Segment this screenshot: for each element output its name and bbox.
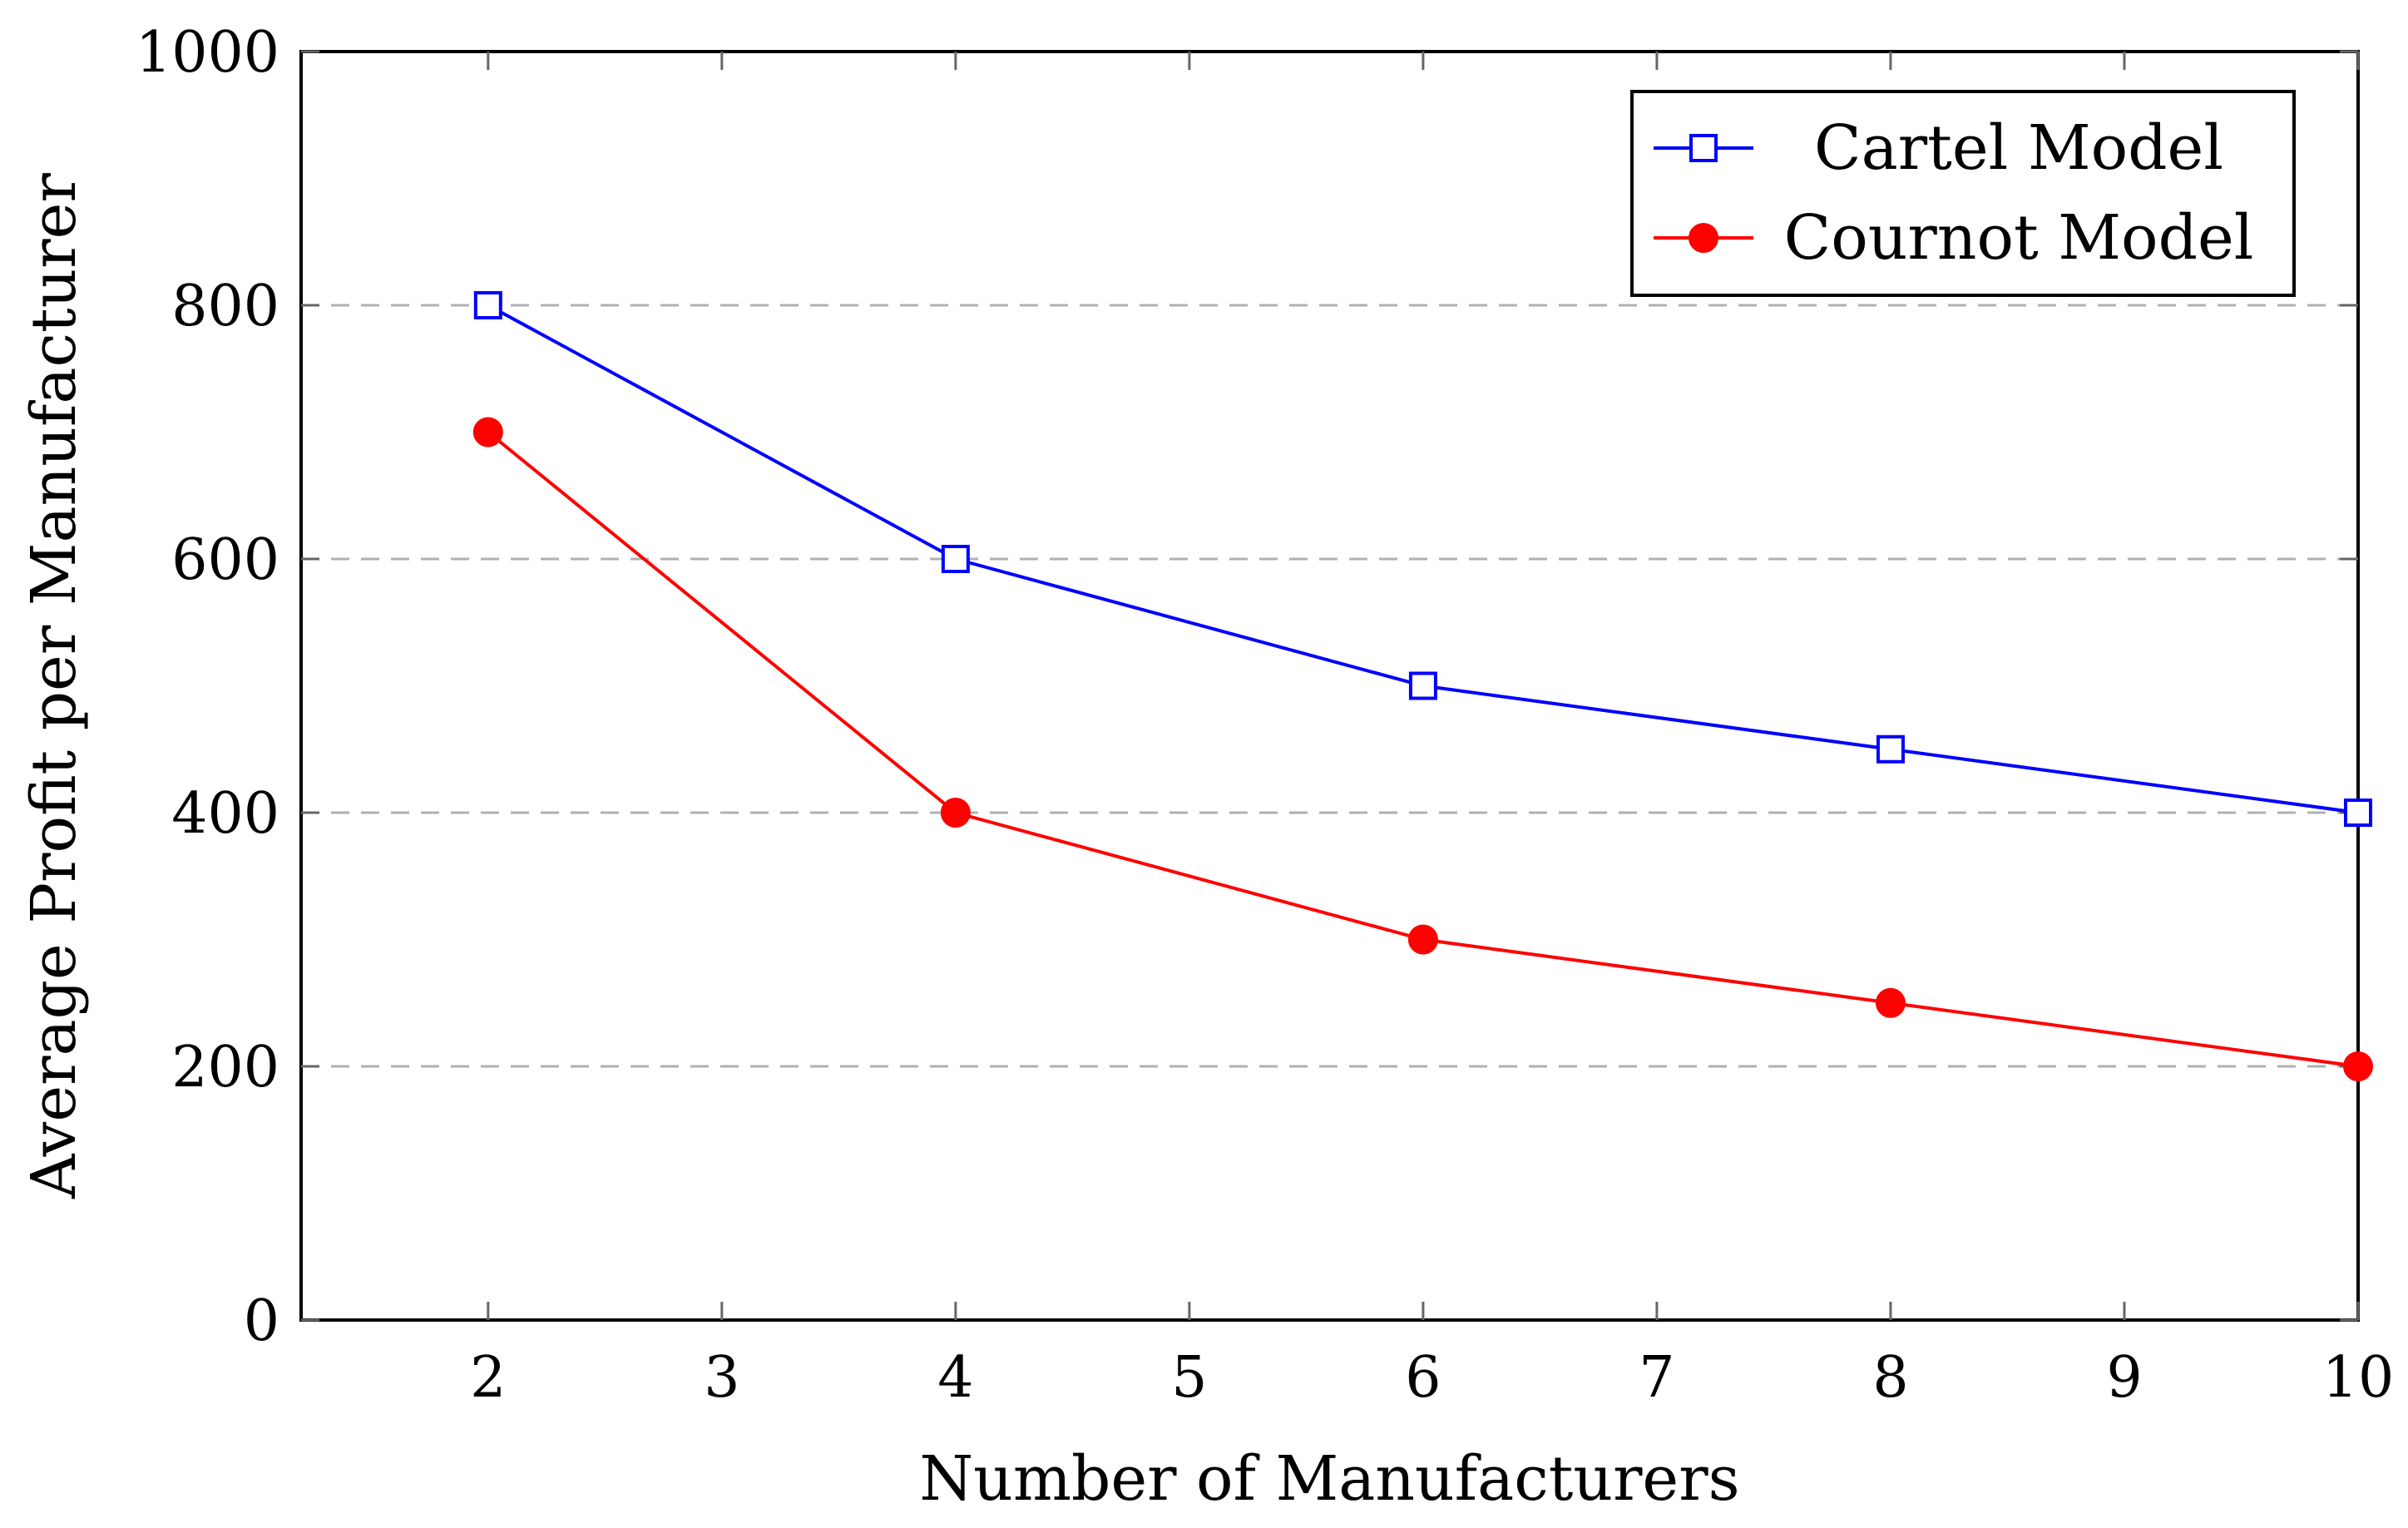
data-point-cournot-model-8 xyxy=(1875,987,1906,1018)
x-tick-label-4: 4 xyxy=(937,1345,973,1411)
y-tick-label-200: 200 xyxy=(171,1035,279,1100)
y-tick-label-1000: 1000 xyxy=(136,20,279,86)
legend-marker-cournot-model xyxy=(1689,223,1718,253)
axis-ticks xyxy=(301,50,2360,1322)
plot-frame xyxy=(299,50,2360,1322)
y-tick-label-0: 0 xyxy=(244,1288,279,1354)
data-series xyxy=(472,291,2373,1081)
grid-lines xyxy=(301,304,2358,1068)
legend-label-cartel-model: Cartel Model xyxy=(1814,112,2223,184)
y-tick-label-800: 800 xyxy=(171,274,279,339)
legend-marker-cartel-model xyxy=(1689,134,1718,162)
y-tick-label-400: 400 xyxy=(171,781,279,847)
y-tick-label-600: 600 xyxy=(171,527,279,593)
series-line-cournot-model xyxy=(487,430,2359,1068)
data-point-cartel-model-8 xyxy=(1876,734,1905,764)
x-tick-label-9: 9 xyxy=(2106,1345,2142,1411)
legend-box xyxy=(1630,90,2296,297)
data-point-cartel-model-6 xyxy=(1408,671,1437,700)
y-axis-title: Average Profit per Manufacturer xyxy=(18,173,90,1199)
x-tick-label-2: 2 xyxy=(470,1345,506,1411)
legend: Cartel Model Cournot Model xyxy=(1630,90,2296,297)
x-tick-label-10: 10 xyxy=(2322,1345,2395,1411)
x-tick-label-3: 3 xyxy=(704,1345,739,1411)
tick-labels: 0 200 400 600 800 1000 2 3 4 5 6 7 8 9 10 xyxy=(136,20,2394,1411)
x-tick-label-5: 5 xyxy=(1171,1345,1207,1411)
x-axis-title: Number of Manufacturers xyxy=(919,1443,1739,1515)
data-point-cournot-model-6 xyxy=(1407,924,1438,955)
x-tick-label-8: 8 xyxy=(1872,1345,1908,1411)
data-point-cournot-model-4 xyxy=(940,798,971,828)
data-point-cartel-model-10 xyxy=(2344,799,2372,827)
x-tick-label-7: 7 xyxy=(1639,1345,1674,1411)
data-point-cartel-model-4 xyxy=(941,545,970,573)
data-point-cournot-model-2 xyxy=(472,417,503,448)
legend-label-cournot-model: Cournot Model xyxy=(1784,202,2254,274)
data-point-cournot-model-10 xyxy=(2343,1051,2373,1081)
data-point-cartel-model-2 xyxy=(473,291,502,319)
x-tick-label-6: 6 xyxy=(1405,1345,1441,1411)
